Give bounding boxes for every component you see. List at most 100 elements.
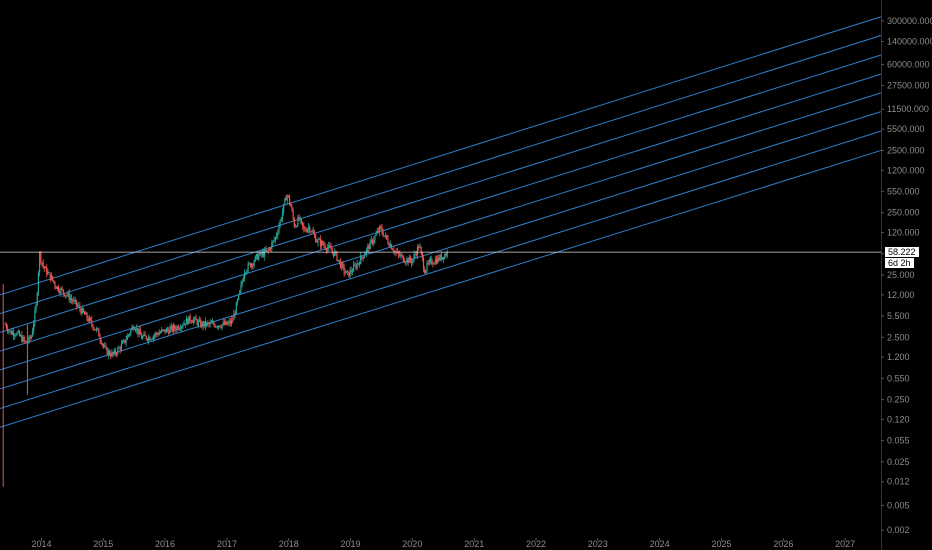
candle-body <box>343 266 345 273</box>
candle-body <box>69 298 72 301</box>
candle-body <box>31 330 34 337</box>
candle-body <box>185 318 188 325</box>
channel-line-4 <box>0 73 882 352</box>
candle-body <box>137 328 139 334</box>
candle-body <box>5 324 8 329</box>
candle-body <box>416 246 419 256</box>
candle-body <box>245 272 247 274</box>
candle-body <box>95 328 98 331</box>
candle-body <box>302 221 304 227</box>
candle-body <box>326 247 329 251</box>
candle-body <box>229 321 231 324</box>
candle-body <box>243 272 246 279</box>
candle-body <box>281 211 284 220</box>
candle-body <box>132 326 134 330</box>
y-tick-label: 0.250 <box>887 395 910 405</box>
candle-body <box>360 255 362 265</box>
x-tick-label: 2024 <box>650 539 670 549</box>
x-axis[interactable]: 2014 2015 2016 2017 2018 2019 2020 2021 2022 2023… <box>31 538 855 549</box>
candle-body <box>408 257 410 263</box>
y-tick-label: 5.500 <box>887 311 910 321</box>
candle-body <box>428 260 431 264</box>
candle-body <box>382 232 384 237</box>
candle-body <box>4 324 6 326</box>
candle-body <box>35 305 37 311</box>
candle-body <box>345 271 348 273</box>
candle-body <box>75 299 77 306</box>
candle-body <box>187 318 189 325</box>
candle-body <box>261 252 263 255</box>
candle-body <box>53 280 55 283</box>
candle-body <box>399 253 401 257</box>
candle-body <box>73 300 75 302</box>
candle-body <box>309 226 311 232</box>
x-tick-label: 2023 <box>588 539 608 549</box>
x-tick-label: 2025 <box>712 539 732 549</box>
candle-body <box>323 244 325 246</box>
y-axis[interactable]: 300000.000 140000.000 60000.000 27500.000 11… <box>881 16 932 535</box>
candle-body <box>319 239 322 246</box>
candle-body <box>293 218 295 227</box>
candle-body <box>409 257 412 261</box>
candle-body <box>127 334 130 336</box>
candle-body <box>178 328 181 330</box>
candle-body <box>393 250 395 253</box>
candle-body <box>300 218 303 222</box>
candle-body <box>217 325 220 328</box>
candle-body <box>195 317 197 321</box>
candle-body <box>238 294 240 300</box>
candle-body <box>426 262 428 271</box>
candle-body <box>157 334 159 336</box>
candle-body <box>104 346 106 347</box>
candle-body <box>317 239 319 243</box>
candle-body <box>235 302 237 314</box>
candle-body <box>347 271 349 272</box>
candle-body <box>39 252 41 273</box>
candle-body <box>311 230 313 232</box>
candle-body <box>88 317 90 322</box>
candle-body <box>97 328 99 330</box>
candle-body <box>247 263 249 271</box>
candle-body <box>348 271 350 277</box>
candle-body <box>377 230 380 232</box>
channel-line-6 <box>0 111 882 390</box>
candle-body <box>279 220 281 227</box>
channel-bands <box>0 16 882 428</box>
candle-body <box>325 248 327 251</box>
candle-body <box>405 262 407 264</box>
x-tick-label: 2017 <box>217 539 237 549</box>
candle-body <box>159 332 162 334</box>
channel-line-7 <box>0 130 882 409</box>
candle-body <box>421 252 423 259</box>
candle-body <box>304 228 306 231</box>
candle-body <box>184 323 186 325</box>
candle-body <box>270 248 272 250</box>
candle-body <box>257 254 259 260</box>
y-tick-label: 60000.000 <box>887 59 930 69</box>
candle-body <box>150 339 152 341</box>
channel-line-2 <box>0 35 882 315</box>
candle-body <box>322 241 324 245</box>
candle-body <box>273 239 275 241</box>
candle-body <box>36 292 38 306</box>
candle-body <box>59 291 61 294</box>
candle-body <box>208 323 210 325</box>
candle-body <box>66 295 68 296</box>
candle-body <box>329 245 331 248</box>
y-tick-label: 2.500 <box>887 332 910 342</box>
candle-body <box>151 338 153 340</box>
candle-body <box>367 245 369 249</box>
candle-body <box>387 238 389 244</box>
candle-body <box>440 254 442 260</box>
x-tick-label: 2015 <box>93 539 113 549</box>
candle-body <box>120 343 122 350</box>
candle-body <box>76 305 79 307</box>
x-tick-label: 2019 <box>341 539 361 549</box>
x-tick-label: 2022 <box>526 539 546 549</box>
candle-body <box>196 320 198 326</box>
candle-body <box>362 257 364 259</box>
candle-body <box>175 328 177 331</box>
candle-body <box>278 226 280 233</box>
candles <box>2 193 448 487</box>
